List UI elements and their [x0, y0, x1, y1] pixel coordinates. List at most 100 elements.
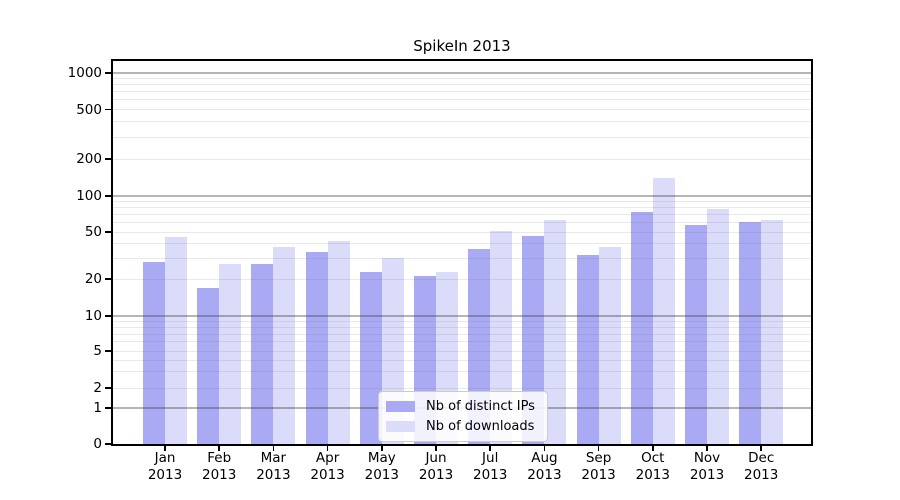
x-tick-month: Mar	[260, 450, 287, 466]
bar-downloads	[165, 237, 187, 444]
y-tick-label: 100	[76, 188, 102, 204]
x-tick-month: Dec	[748, 450, 775, 466]
x-tick-month: May	[367, 450, 396, 466]
x-tick-month: Jun	[425, 450, 447, 466]
x-tick	[218, 446, 220, 451]
bar-distinct-ips	[576, 254, 599, 444]
x-tick	[326, 446, 329, 451]
x-tick-month: Feb	[207, 450, 232, 466]
gridline-minor	[113, 231, 811, 233]
x-tick-label: Jun 2013	[404, 450, 468, 483]
legend-item-distinct-ips: Nb of distinct IPs	[379, 396, 547, 416]
y-tick-label: 2	[93, 380, 102, 396]
legend-label-distinct-ips: Nb of distinct IPs	[426, 398, 535, 414]
gridline-minor	[113, 257, 811, 259]
y-tick-label: 1	[93, 400, 102, 416]
y-tick	[105, 387, 111, 389]
gridline-minor	[113, 121, 811, 123]
gridline-minor	[113, 109, 811, 110]
y-tick	[105, 315, 111, 317]
y-tick-label: 20	[84, 271, 102, 287]
x-tick	[543, 446, 546, 451]
x-tick	[597, 446, 600, 451]
gridline-minor	[113, 350, 811, 352]
x-tick-year: 2013	[527, 466, 562, 483]
gridline-minor	[113, 242, 811, 244]
x-tick-year: 2013	[364, 466, 399, 483]
bar-distinct-ips	[305, 251, 328, 444]
gridline-minor	[113, 214, 811, 216]
gridline-minor	[113, 387, 811, 389]
gridline-minor	[113, 320, 811, 322]
gridline-minor	[113, 84, 811, 86]
gridline-minor	[113, 136, 811, 138]
gridline-minor	[113, 99, 811, 101]
bar-downloads	[219, 263, 242, 444]
bar-downloads	[761, 219, 784, 444]
gridline-minor	[113, 326, 811, 328]
x-tick-month: Sep	[585, 450, 612, 466]
bar-downloads	[273, 247, 296, 444]
x-tick-year: 2013	[256, 466, 291, 483]
bar-distinct-ips	[685, 225, 707, 444]
gridline-minor	[113, 341, 811, 343]
y-tick	[105, 278, 111, 280]
gridline-minor	[113, 222, 811, 224]
legend-label-downloads: Nb of downloads	[426, 418, 535, 434]
x-tick-month: Apr	[315, 450, 340, 466]
bar-distinct-ips	[739, 221, 762, 444]
legend-swatch-distinct-ips-icon	[386, 400, 415, 412]
y-tick-label: 500	[76, 101, 102, 118]
chart-title: SpikeIn 2013	[413, 37, 511, 55]
x-tick-year: 2013	[473, 466, 508, 483]
gridline-minor	[113, 158, 811, 160]
y-tick	[105, 158, 111, 160]
gridline-minor	[113, 371, 811, 373]
x-tick-year: 2013	[147, 466, 183, 483]
x-tick	[706, 446, 708, 451]
x-tick-label: Oct 2013	[621, 450, 685, 483]
x-tick-label: Aug 2013	[512, 450, 576, 483]
x-tick-month: Aug	[531, 450, 558, 466]
legend-swatch-downloads-icon	[386, 420, 415, 432]
x-tick	[652, 446, 654, 451]
bar-downloads	[327, 240, 350, 444]
x-tick-year: 2013	[202, 466, 237, 483]
bar-distinct-ips	[251, 263, 274, 444]
gridline-minor	[113, 78, 811, 80]
plot-area: Nb of distinct IPs Nb of downloads	[111, 59, 813, 446]
gridline-minor	[113, 359, 811, 361]
y-tick-label: 10	[84, 308, 102, 324]
x-tick	[489, 446, 491, 451]
bar-downloads	[544, 219, 567, 444]
x-tick-month: Nov	[693, 450, 721, 466]
gridline-minor	[113, 333, 811, 335]
x-tick-month: Jul	[482, 450, 499, 466]
gridline-minor	[113, 200, 811, 202]
x-tick-label: Dec 2013	[729, 450, 793, 483]
legend-item-downloads: Nb of downloads	[379, 416, 547, 436]
x-tick-year: 2013	[744, 466, 779, 483]
x-tick-label: Feb 2013	[187, 450, 251, 483]
y-tick-label: 1000	[67, 65, 102, 81]
bar-downloads	[598, 247, 621, 444]
x-tick-label: Jul 2013	[458, 450, 522, 483]
gridline-major	[113, 315, 811, 317]
gridline-minor	[113, 278, 811, 280]
y-tick	[105, 231, 111, 233]
x-tick-year: 2013	[418, 466, 454, 483]
x-tick-year: 2013	[581, 466, 616, 483]
x-tick-year: 2013	[689, 466, 725, 483]
x-tick	[435, 446, 437, 451]
x-tick	[381, 446, 383, 451]
x-tick-month: Oct	[641, 450, 665, 466]
x-tick	[164, 446, 166, 451]
legend: Nb of distinct IPs Nb of downloads	[378, 391, 548, 442]
x-tick	[272, 446, 275, 451]
x-tick-label: Apr 2013	[296, 450, 360, 483]
bar-distinct-ips	[197, 287, 220, 444]
y-tick-label: 50	[84, 224, 102, 240]
x-tick	[760, 446, 762, 451]
y-tick	[105, 443, 111, 445]
bar-distinct-ips	[359, 271, 382, 444]
